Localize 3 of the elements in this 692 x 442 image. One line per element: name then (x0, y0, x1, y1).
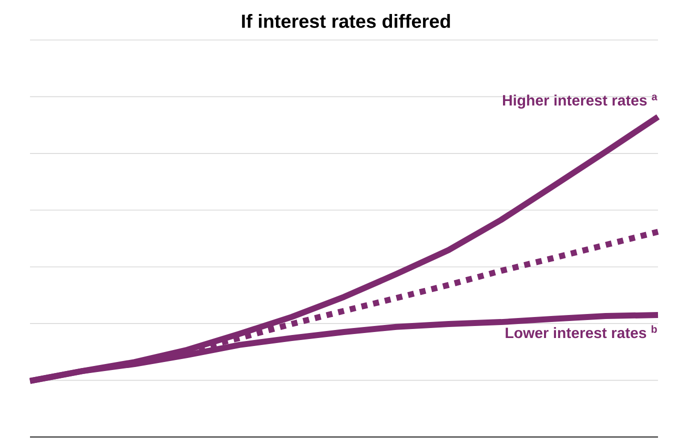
series-label: Higher interest rates $^{a}$ (503, 94, 658, 109)
chart-title: If interest rates differed (242, 14, 450, 28)
series-label: Lower interest rates $^{b}$ (506, 325, 657, 338)
